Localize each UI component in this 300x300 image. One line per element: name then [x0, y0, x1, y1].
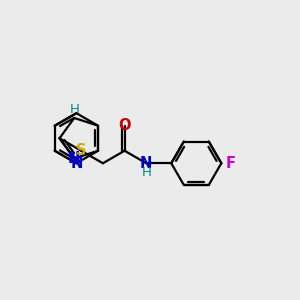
Text: F: F	[226, 156, 236, 171]
Text: H: H	[69, 103, 79, 116]
Text: O: O	[118, 118, 131, 133]
Text: H: H	[141, 166, 151, 179]
Text: N: N	[140, 156, 152, 171]
Text: N: N	[68, 151, 80, 166]
Text: N: N	[70, 156, 82, 171]
Text: S: S	[76, 143, 86, 158]
